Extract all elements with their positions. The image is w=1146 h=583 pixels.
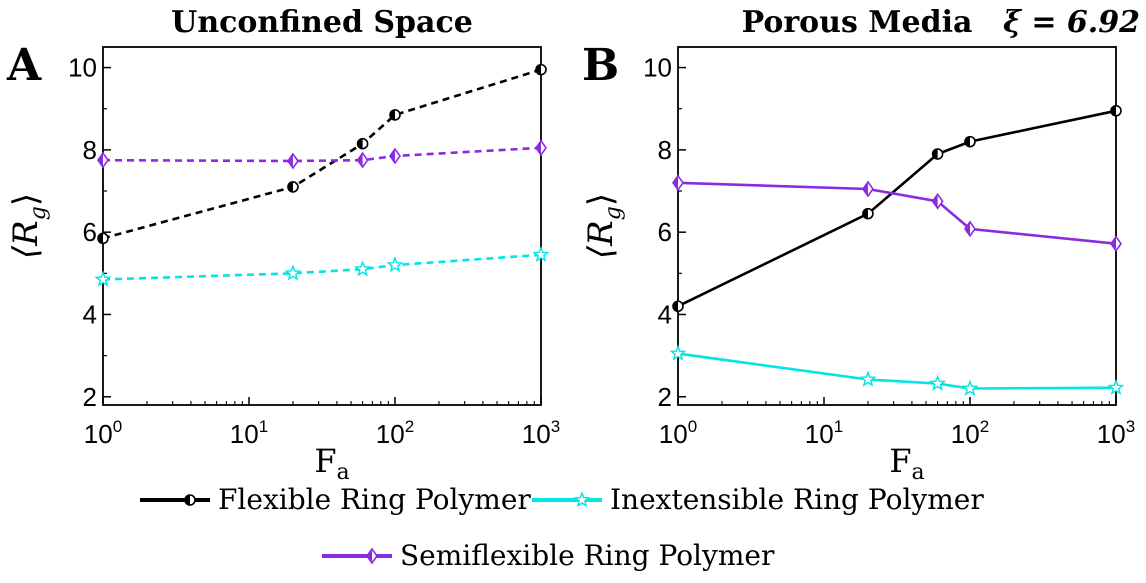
panel-letter: B: [582, 40, 619, 91]
x-tick-label: 102: [951, 417, 989, 449]
legend-item-flexible: Flexible Ring Polymer: [140, 483, 531, 516]
legend-item-inextensible: Inextensible Ring Polymer: [532, 483, 984, 516]
data-point: [356, 137, 369, 150]
x-axis-label: Fa: [889, 442, 924, 485]
panel-title: Unconfined Space: [171, 5, 473, 40]
data-point: [1110, 235, 1122, 253]
x-tick-label: 103: [1097, 417, 1135, 449]
y-tick-label: 4: [83, 299, 97, 329]
data-point: [669, 344, 687, 361]
legend-label: Flexible Ring Polymer: [218, 483, 531, 516]
legend-marker: [573, 491, 591, 508]
data-point: [672, 174, 684, 192]
data-point: [356, 151, 369, 169]
data-point: [286, 152, 299, 170]
y-tick-label: 4: [658, 299, 672, 329]
data-point: [861, 180, 874, 198]
data-point: [961, 379, 979, 396]
data-point: [389, 109, 401, 121]
data-point: [354, 260, 372, 277]
x-tick-label: 101: [230, 417, 268, 449]
x-tick-label: 103: [522, 417, 560, 449]
series-inextensible: [94, 245, 550, 287]
legend-label: Inextensible Ring Polymer: [610, 483, 984, 516]
legend: Flexible Ring Polymer Inextensible Ring P…: [140, 483, 984, 572]
legend-label: Semiflexible Ring Polymer: [400, 539, 775, 572]
x-tick-label: 100: [659, 417, 697, 449]
data-point: [386, 256, 404, 273]
plot-frame: [677, 46, 1117, 406]
data-point: [287, 181, 299, 193]
data-point: [964, 220, 976, 238]
y-tick-label: 6: [83, 217, 97, 247]
data-point: [532, 245, 550, 263]
series-line: [102, 68, 542, 240]
data-point: [389, 147, 401, 165]
chart-panel-b: Porous Media ξ = 6.92 B 2 4 6 8 10 100 101 102 103 F…: [581, 5, 1140, 485]
data-point: [859, 370, 877, 387]
series-line: [102, 253, 542, 281]
x-axis-label: Fa: [314, 442, 349, 485]
data-point: [94, 270, 112, 287]
y-tick-label: 8: [658, 135, 672, 165]
legend-marker: [184, 494, 196, 506]
data-point: [284, 264, 302, 281]
series-semiflexible: [97, 139, 547, 170]
series-flexible: [97, 63, 547, 245]
legend-marker: [366, 547, 378, 565]
data-point: [964, 135, 976, 148]
y-tick-label: 6: [658, 217, 672, 247]
panel-title: Porous Media: [742, 5, 973, 40]
panel-letter: A: [6, 40, 42, 91]
series-flexible: [672, 104, 1122, 313]
y-tick-label: 2: [83, 382, 97, 412]
y-tick-label: 2: [658, 382, 672, 412]
series-line: [102, 146, 542, 163]
y-tick-label: 10: [643, 53, 672, 83]
data-point: [535, 63, 547, 76]
series-semiflexible: [672, 174, 1122, 253]
data-point: [931, 192, 944, 210]
series-line: [677, 109, 1117, 308]
y-tick-label: 8: [83, 135, 97, 165]
data-point: [535, 139, 547, 157]
data-point: [931, 148, 944, 160]
y-axis-label: ⟨Rg⟩: [6, 193, 51, 259]
data-point: [1107, 378, 1125, 395]
data-point: [1110, 104, 1122, 117]
xi-annotation: ξ = 6.92: [1003, 5, 1140, 40]
x-tick-label: 100: [84, 417, 122, 449]
series-line: [677, 181, 1117, 245]
data-point: [862, 207, 874, 220]
data-point: [672, 300, 684, 313]
x-tick-label: 102: [376, 417, 414, 449]
legend-item-semiflexible: Semiflexible Ring Polymer: [322, 539, 775, 572]
y-axis-label: ⟨Rg⟩: [581, 193, 626, 259]
series-line: [677, 352, 1117, 390]
plot-frame: [102, 46, 542, 406]
data-point: [929, 374, 947, 391]
y-tick-label: 10: [68, 53, 97, 83]
series-inextensible: [669, 344, 1125, 396]
x-tick-label: 101: [805, 417, 843, 449]
data-point: [97, 232, 109, 245]
chart-panel-a: Unconfined Space A 2 4 6 8 10 100 101 102 103 Fa ⟨Rg…: [6, 5, 560, 485]
data-point: [97, 151, 109, 169]
